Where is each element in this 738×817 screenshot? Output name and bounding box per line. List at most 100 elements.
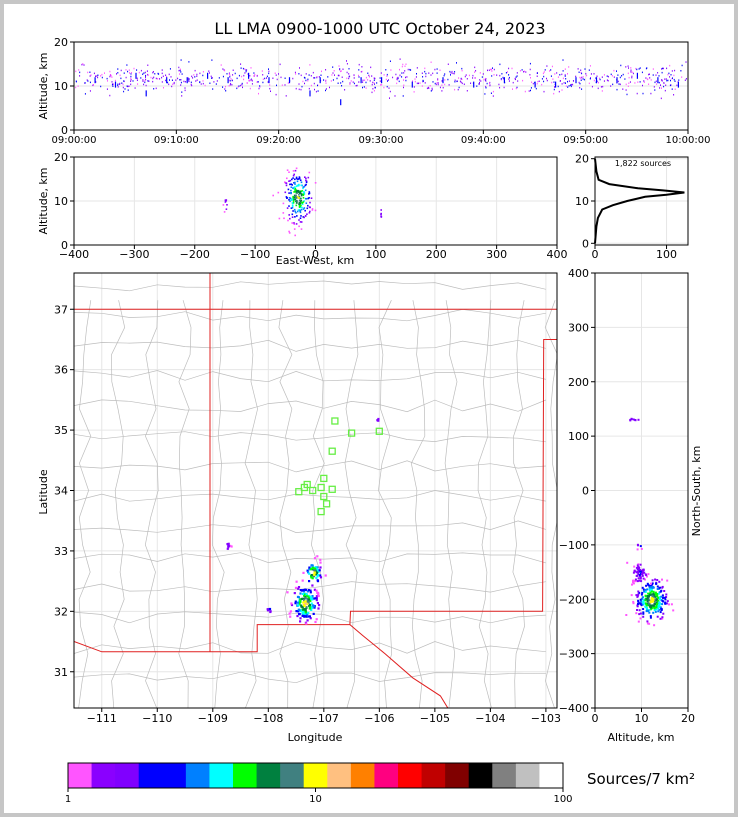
altitude-northsouth-point: [636, 580, 639, 583]
altitude-eastwest-point: [308, 171, 311, 174]
altitude-time-xtick-label: 09:50:00: [563, 135, 608, 146]
altitude-northsouth-point: [635, 571, 638, 574]
altitude-time-point: [502, 76, 504, 79]
altitude-time-point: [122, 83, 124, 86]
map-source-point: [303, 603, 306, 607]
altitude-time-point: [112, 85, 114, 87]
map-ytick-label: 36: [54, 364, 68, 377]
altitude-time-point: [368, 74, 370, 77]
altitude-northsouth-point: [658, 605, 661, 608]
altitude-time-point: [208, 70, 210, 72]
altitude-northsouth-point: [646, 588, 649, 591]
altitude-eastwest-point: [308, 197, 310, 199]
altitude-time-point: [222, 68, 224, 70]
altitude-eastwest-point: [225, 200, 227, 202]
altitude-time-point: [110, 74, 112, 77]
altitude-time-point: [508, 80, 510, 82]
altitude-time-point: [655, 80, 657, 82]
altitude-time-point: [553, 92, 555, 95]
altitude-time-point: [229, 76, 231, 78]
map-source-point: [308, 566, 311, 569]
county-boundary-9: [378, 300, 393, 708]
altitude-time-point: [194, 69, 196, 72]
altitude-time-point: [524, 90, 526, 93]
altitude-northsouth-point: [659, 611, 662, 614]
altitude-eastwest-ytick-label: 10: [54, 195, 68, 208]
altitude-time-point: [117, 68, 119, 70]
altitude-time-point: [532, 82, 534, 85]
altitude-northsouth-point: [646, 575, 648, 578]
altitude-northsouth-point: [637, 573, 640, 575]
altitude-time-point: [601, 76, 603, 78]
altitude-time-point: [441, 84, 443, 86]
altitude-time-point: [111, 76, 113, 78]
altitude-time-point: [184, 89, 186, 92]
altitude-northsouth-point: [644, 595, 647, 598]
altitude-eastwest-point: [293, 222, 295, 224]
altitude-time-point: [279, 63, 281, 66]
altitude-time-point: [685, 61, 687, 63]
altitude-time-point: [482, 73, 484, 75]
altitude-time-point: [479, 72, 481, 74]
lma-station-9: [303, 480, 311, 489]
altitude-time-point: [479, 83, 480, 85]
altitude-northsouth-point: [632, 602, 635, 605]
altitude-northsouth-point: [660, 589, 663, 592]
altitude-time-point: [660, 84, 661, 86]
altitude-time-point: [211, 77, 213, 79]
map-source-point: [309, 568, 312, 571]
altitude-time-point: [624, 78, 626, 80]
altitude-time-point: [259, 86, 261, 88]
altitude-eastwest-point: [298, 206, 301, 208]
altitude-northsouth-point: [656, 585, 659, 588]
altitude-northsouth-point: [646, 597, 649, 600]
altitude-time-point: [602, 85, 604, 88]
map-source-point: [315, 595, 318, 598]
altitude-northsouth-point: [635, 566, 638, 569]
altitude-time-point: [578, 81, 580, 84]
altitude-time-point: [362, 86, 363, 89]
altitude-time-point: [117, 83, 119, 85]
map-source-point: [294, 586, 298, 589]
altitude-time-point: [394, 95, 396, 97]
altitude-eastwest-point: [293, 182, 295, 184]
altitude-time-point: [331, 74, 333, 76]
altitude-eastwest-point: [278, 217, 281, 220]
altitude-time-point: [430, 61, 432, 63]
altitude-time-point: [468, 74, 470, 77]
altitude-time-point: [248, 79, 250, 81]
altitude-eastwest-point: [297, 209, 300, 211]
altitude-time-point: [582, 76, 584, 78]
altitude-time-point: [673, 94, 675, 96]
altitude-time-point: [145, 76, 146, 78]
altitude-northsouth-point: [654, 610, 657, 613]
altitude-time-point: [414, 78, 416, 80]
altitude-time-point: [493, 68, 495, 71]
altitude-time-point: [402, 63, 404, 66]
altitude-northsouth-point: [655, 593, 658, 595]
map-source-point: [289, 610, 292, 613]
county-boundary-1: [111, 300, 126, 708]
altitude-time-point: [637, 81, 639, 83]
altitude-time-point: [232, 74, 234, 76]
altitude-time-point: [325, 79, 327, 82]
altitude-time-ytick-label: 20: [54, 36, 68, 49]
histogram-ytick-label: 10: [575, 195, 589, 208]
altitude-time-point: [620, 64, 622, 67]
altitude-time-point: [600, 86, 602, 88]
altitude-time-point: [195, 80, 197, 82]
altitude-northsouth-point: [654, 595, 657, 598]
altitude-time-xtick-label: 09:20:00: [256, 135, 301, 146]
altitude-northsouth-point: [652, 592, 655, 595]
map-xtick-label: −107: [309, 712, 339, 725]
altitude-time-point: [128, 69, 130, 71]
altitude-time-point: [188, 80, 190, 83]
altitude-time-point: [107, 80, 108, 82]
altitude-time-point: [388, 87, 390, 89]
altitude-time-point: [589, 78, 591, 80]
altitude-northsouth-point: [636, 594, 639, 597]
altitude-time-point: [523, 70, 525, 73]
altitude-time-point: [180, 84, 182, 86]
map-source-point: [301, 592, 305, 595]
altitude-time-point: [461, 78, 463, 81]
